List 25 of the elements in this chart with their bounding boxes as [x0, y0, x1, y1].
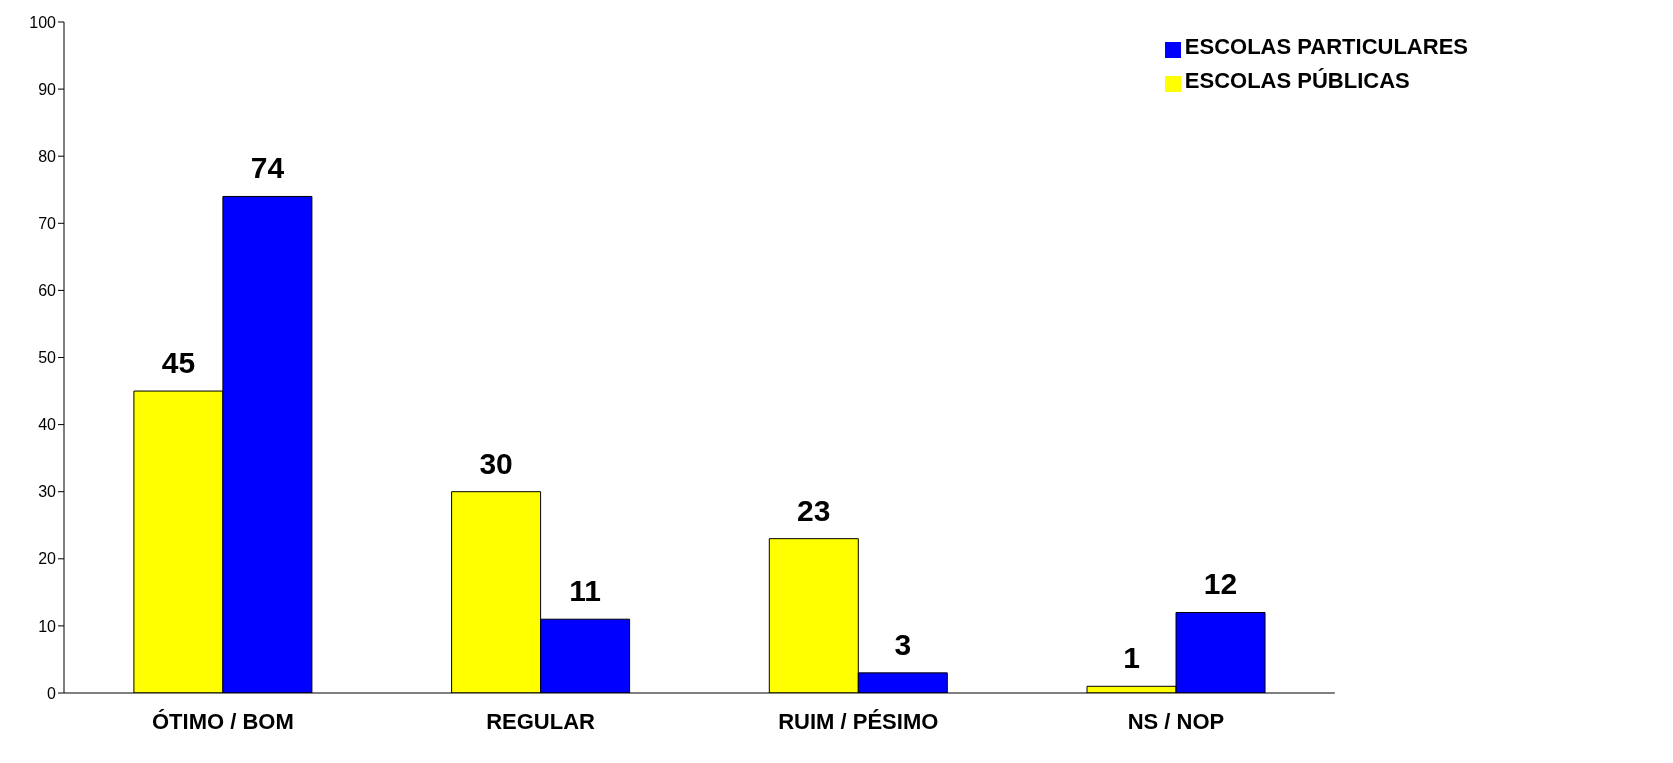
data-label: 3: [894, 627, 912, 661]
x-tick-label: REGULAR: [486, 708, 596, 734]
y-tick-label: 0: [47, 684, 57, 702]
y-tick-label: 50: [38, 349, 57, 367]
x-tick-label: RUIM / PÉSIMO: [778, 708, 939, 734]
y-tick-label: 30: [38, 483, 57, 501]
legend-label: ESCOLAS PARTICULARES: [1184, 34, 1468, 59]
data-label: 11: [569, 574, 601, 608]
data-label: 23: [797, 493, 831, 527]
y-tick-label: 80: [38, 147, 57, 165]
y-tick-label: 60: [38, 282, 57, 300]
x-tick-label: ÓTIMO / BOM: [151, 708, 294, 734]
data-label: 12: [1203, 567, 1238, 601]
y-tick-label: 40: [38, 416, 57, 434]
y-tick-label: 70: [38, 214, 57, 232]
y-tick-label: 100: [29, 13, 57, 31]
data-label: 45: [161, 346, 196, 380]
x-tick-label: NS / NOP: [1127, 708, 1225, 734]
data-label: 1: [1123, 641, 1140, 675]
data-label: 74: [250, 151, 285, 185]
data-label: 30: [479, 446, 513, 480]
y-tick-label: 90: [38, 80, 57, 98]
legend-label: ESCOLAS PÚBLICAS: [1184, 68, 1410, 93]
y-tick-label: 20: [38, 550, 57, 568]
y-tick-label: 10: [38, 617, 57, 635]
